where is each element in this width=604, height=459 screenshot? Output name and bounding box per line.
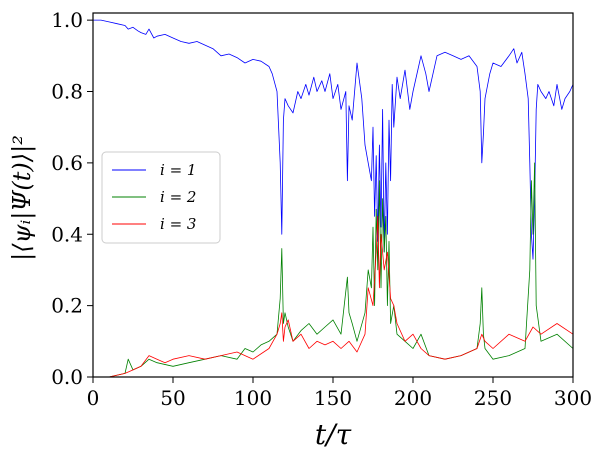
x-tick-label: 300 xyxy=(554,386,592,410)
x-tick-label: 50 xyxy=(160,386,185,410)
y-tick-label: 0.6 xyxy=(51,151,83,175)
x-tick-label: 100 xyxy=(234,386,272,410)
x-axis-label: t/τ xyxy=(315,418,352,451)
legend-box xyxy=(101,151,221,244)
y-tick-label: 0.0 xyxy=(51,365,83,389)
x-tick-label: 150 xyxy=(314,386,352,410)
legend-label-2: i = 2 xyxy=(160,188,196,206)
series-layer xyxy=(93,19,574,378)
y-axis-label: |⟨ψᵢ|Ψ(t)⟩|² xyxy=(8,135,37,261)
x-tick-label: 200 xyxy=(394,386,432,410)
legend: i = 1 i = 2 i = 3 xyxy=(101,151,221,244)
x-tick-label: 0 xyxy=(87,386,100,410)
series-line-2 xyxy=(93,162,574,378)
x-tick-label: 250 xyxy=(474,386,512,410)
y-tick-label: 1.0 xyxy=(51,8,83,32)
y-tick-label: 0.4 xyxy=(51,222,83,246)
y-tick-label: 0.2 xyxy=(51,294,83,318)
legend-label-1: i = 1 xyxy=(160,161,196,179)
axes-layer: 0 50 100 150 200 250 300 0.0 0.2 0.4 0.6 0.8 1.0 xyxy=(51,8,592,410)
series-line-1 xyxy=(93,19,574,260)
legend-label-3: i = 3 xyxy=(160,215,196,233)
series-line-3 xyxy=(93,215,574,378)
y-tick-label: 0.8 xyxy=(51,80,83,104)
